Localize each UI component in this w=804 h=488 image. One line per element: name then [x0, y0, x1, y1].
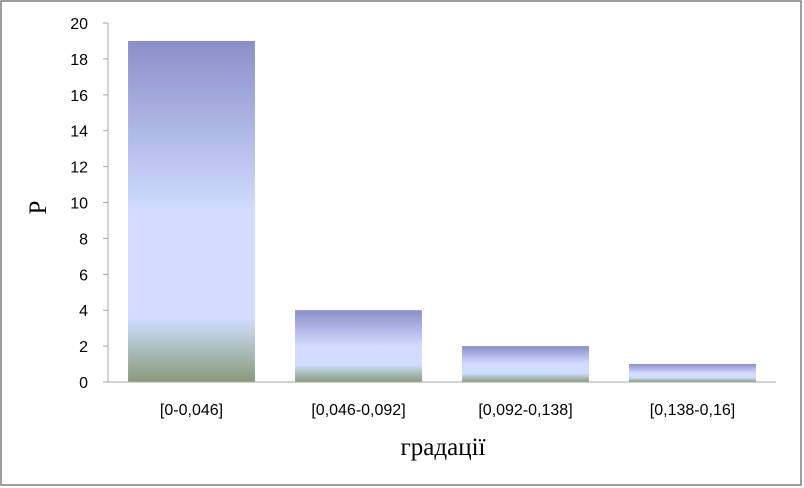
y-tick-label: 20 [70, 16, 88, 33]
y-axis-title: P [25, 201, 52, 215]
y-tick-label: 8 [79, 231, 88, 248]
y-tick-label: 0 [79, 375, 88, 392]
y-tick-label: 12 [70, 160, 88, 177]
y-tick-label: 16 [70, 88, 88, 105]
bar-4 [629, 364, 756, 382]
x-tick-label: [0-0,046] [160, 402, 223, 419]
y-tick-label: 6 [79, 267, 88, 284]
x-tick-label: [0,092-0,138] [478, 402, 572, 419]
bar-2 [295, 310, 422, 382]
y-tick-label: 18 [70, 52, 88, 69]
x-ticks-layer: [0-0,046] [0,046-0,092] [0,092-0,138] [0,13… [160, 402, 735, 419]
bar-1 [128, 40, 255, 382]
y-tick-label: 2 [79, 339, 88, 356]
y-ticks-layer: 0 2 4 6 8 10 12 14 16 18 20 [70, 16, 108, 392]
bar-3 [462, 346, 589, 382]
bars-layer [128, 40, 756, 382]
x-tick-label: [0,046-0,092] [311, 402, 405, 419]
y-tick-label: 4 [79, 303, 88, 320]
y-tick-label: 10 [70, 196, 88, 213]
y-tick-label: 14 [70, 124, 88, 141]
x-axis-title: градації [401, 434, 486, 461]
x-tick-label: [0,138-0,16] [650, 402, 735, 419]
